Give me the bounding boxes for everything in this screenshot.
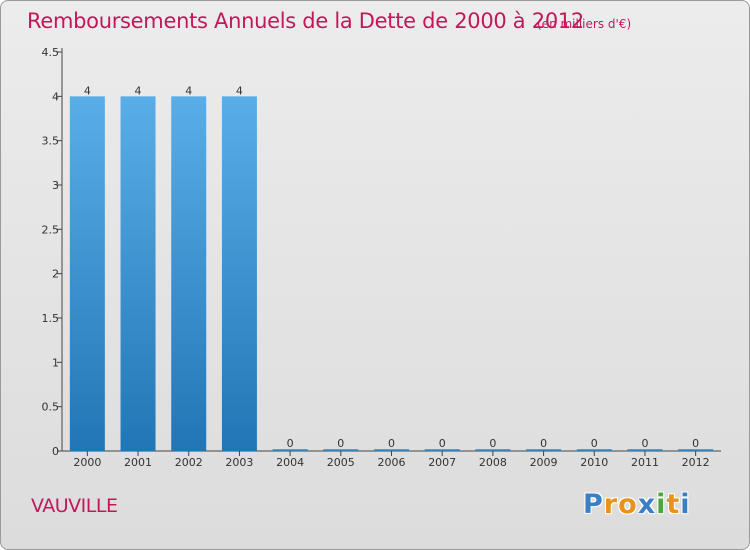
bar [221,96,257,451]
x-tick-label: 2007 [428,456,456,469]
x-tick-label: 2001 [124,456,152,469]
bar [526,449,562,451]
x-tick-label: 2011 [631,456,659,469]
x-tick-label: 2003 [225,456,253,469]
logo-letter: r [603,489,619,520]
bar [576,449,612,451]
data-label: 0 [591,437,598,450]
logo-letter: i [680,489,691,520]
data-label: 0 [641,437,648,450]
data-label: 4 [84,84,91,97]
bar [272,449,308,451]
chart-title: Remboursements Annuels de la Dette de 20… [27,9,584,33]
x-tick-label: 2010 [580,456,608,469]
y-tick-label: 4.5 [42,46,60,59]
x-tick-label: 2002 [175,456,203,469]
logo-letter: P [583,489,604,520]
y-tick-label: 0 [52,445,59,458]
data-label: 0 [692,437,699,450]
bar [69,96,105,451]
data-label: 4 [135,84,142,97]
data-label: 0 [337,437,344,450]
x-tick-label: 2006 [378,456,406,469]
y-tick-label: 1.5 [42,312,60,325]
data-label: 0 [439,437,446,450]
data-label: 0 [489,437,496,450]
data-label: 0 [388,437,395,450]
y-tick-label: 1 [52,356,59,369]
y-tick-label: 2.5 [42,223,60,236]
proxiti-logo: Proxiti [583,489,691,520]
x-tick-label: 2000 [73,456,101,469]
x-tick-label: 2012 [682,456,710,469]
y-tick-label: 3 [52,179,59,192]
bar [171,96,207,451]
x-tick-label: 2008 [479,456,507,469]
x-tick-label: 2009 [530,456,558,469]
x-tick-label: 2004 [276,456,304,469]
x-tick-label: 2005 [327,456,355,469]
y-tick-label: 0.5 [42,401,60,414]
logo-letter: o [618,489,638,520]
data-label: 4 [185,84,192,97]
y-tick-label: 4 [52,90,59,103]
bar [374,449,409,451]
chart-unit: (en milliers d'€) [537,17,632,31]
bar [323,449,359,451]
y-tick-label: 3.5 [42,135,60,148]
logo-letter: t [666,489,681,520]
bar [678,449,714,451]
data-label: 0 [540,437,547,450]
logo-letter: x [637,489,657,520]
logo-letter: i [656,489,667,520]
commune-name: VAUVILLE [31,495,118,517]
data-label: 0 [287,437,294,450]
bar [475,449,511,451]
bar [424,449,460,451]
data-label: 4 [236,84,243,97]
y-tick-label: 2 [52,268,59,281]
bar [627,449,663,451]
bar [120,96,156,451]
